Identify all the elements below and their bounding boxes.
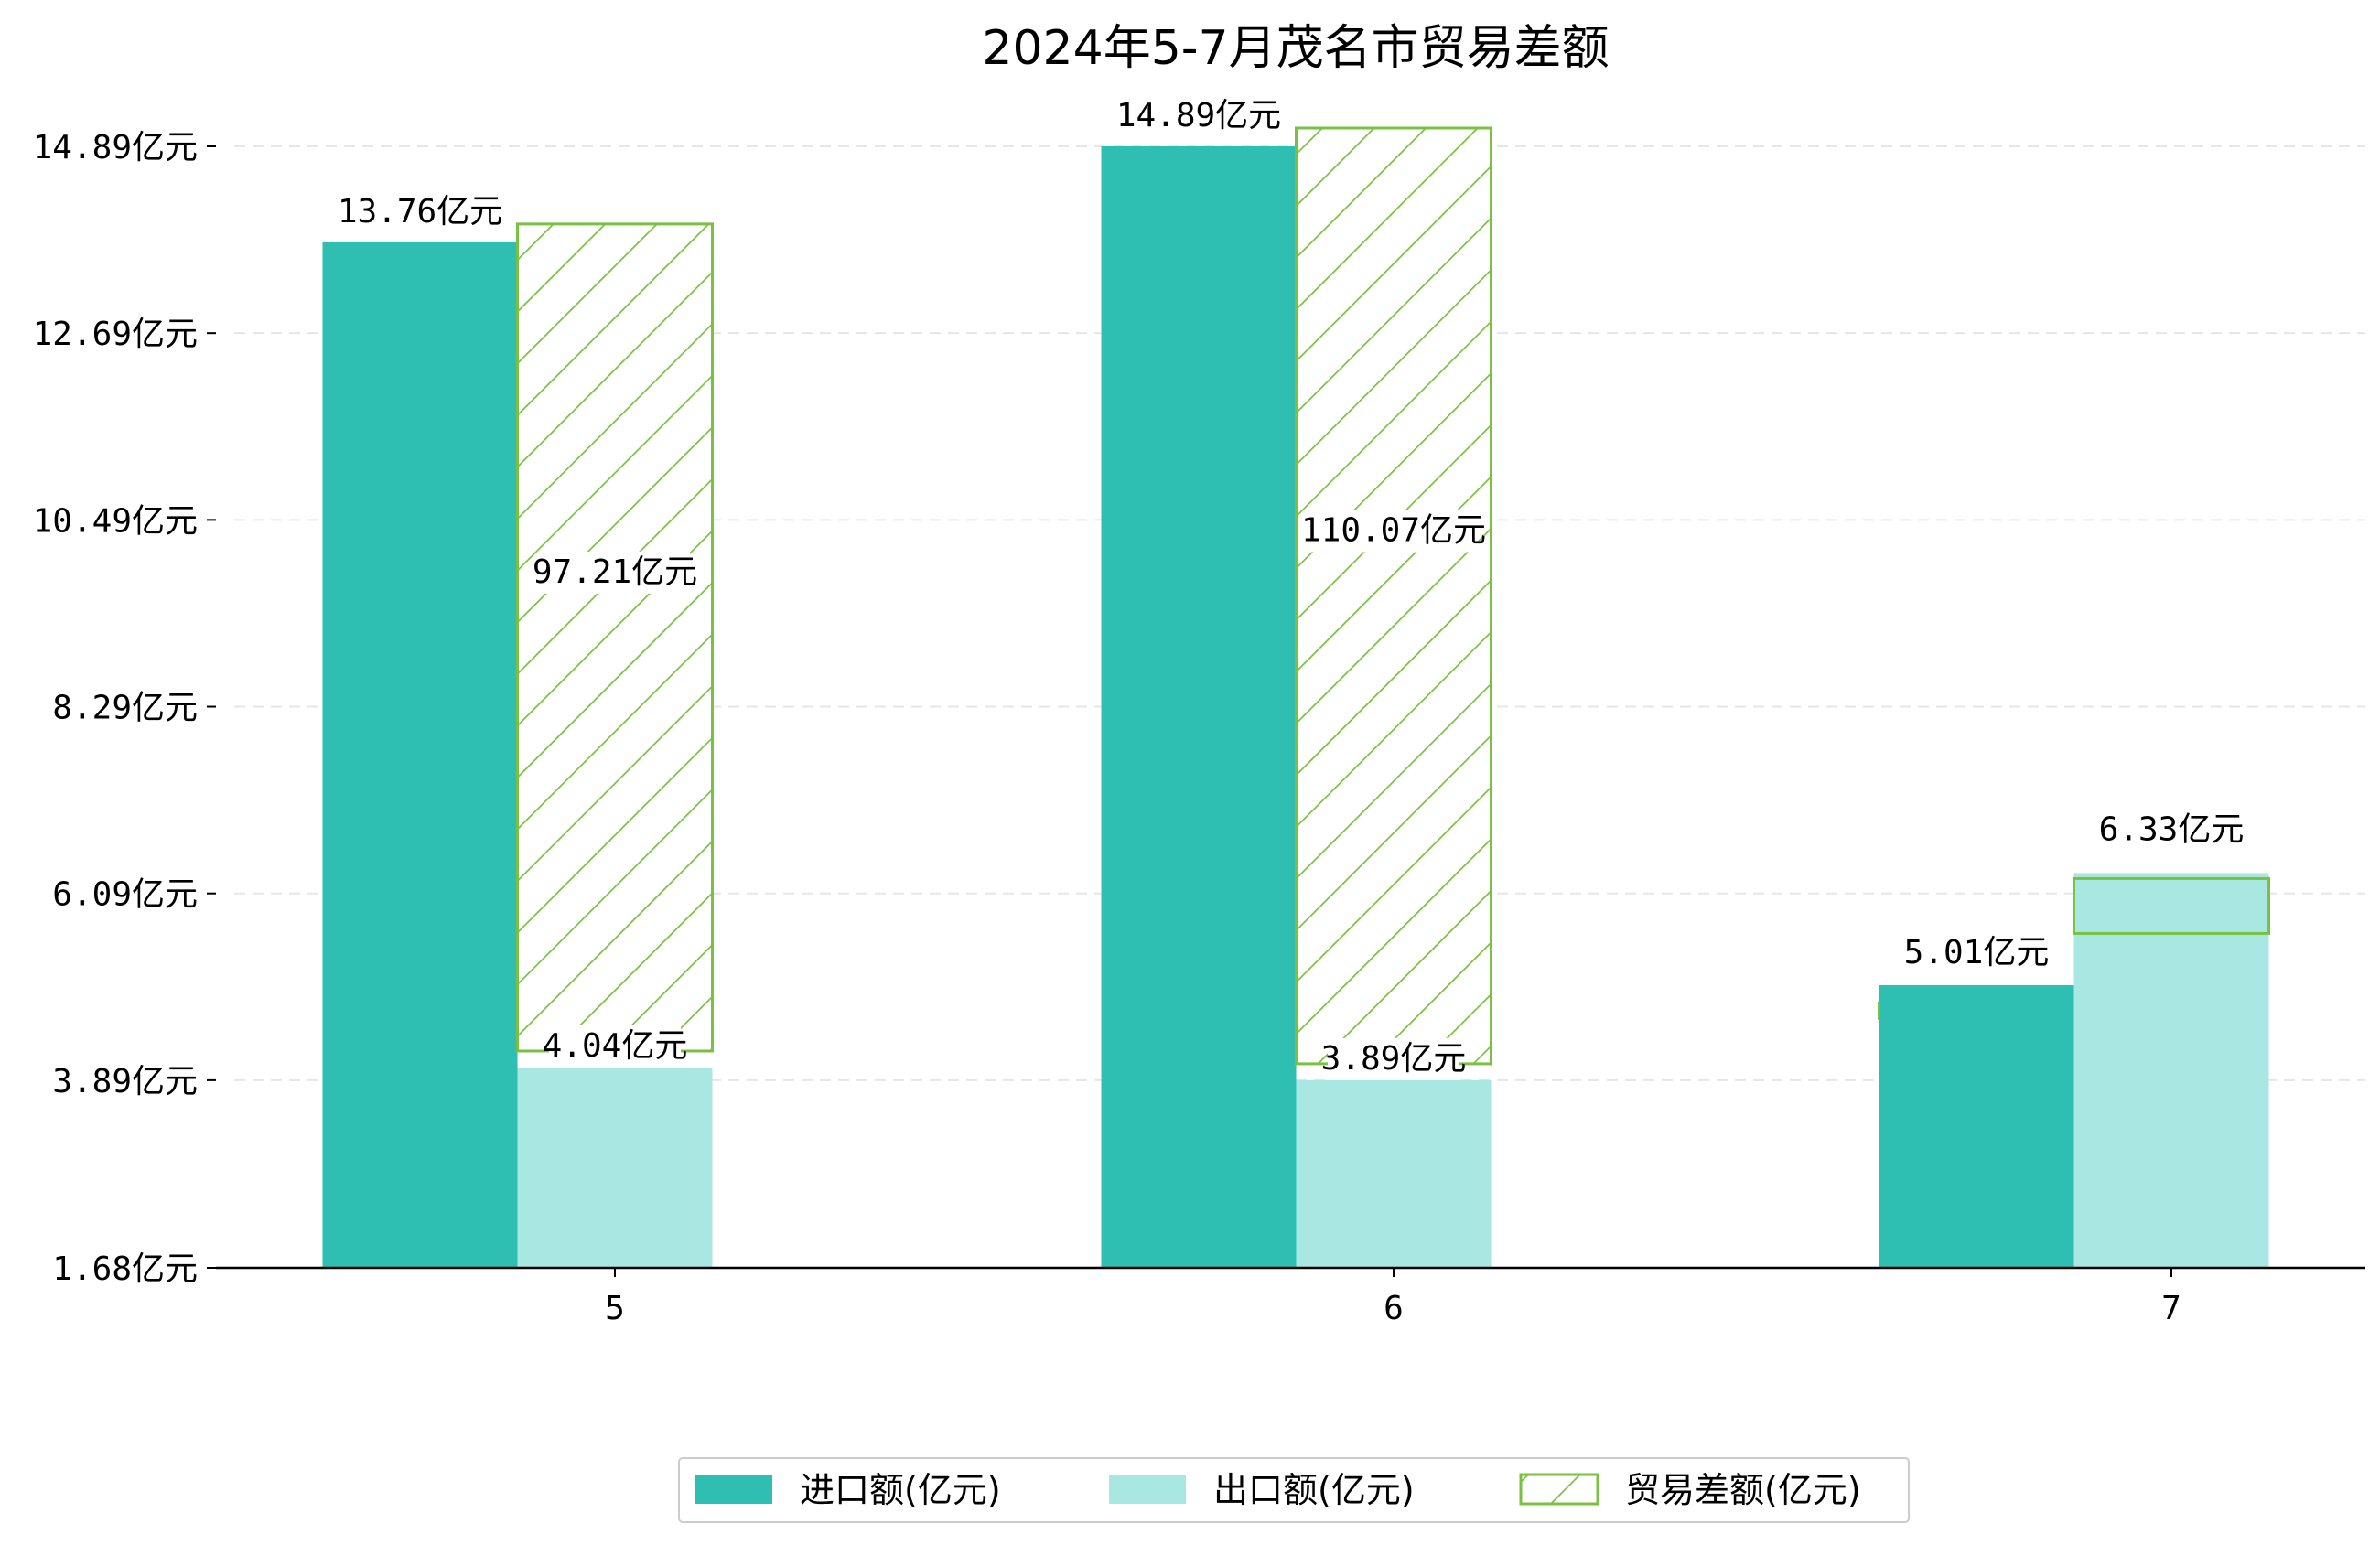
x-tick-label: 5 bbox=[605, 1290, 625, 1327]
data-label-import: 13.76亿元 bbox=[338, 193, 502, 231]
legend: 进口额(亿元) 出口额(亿元) 贸易差额(亿元) bbox=[678, 1457, 1910, 1523]
data-label-trade-balance-bg bbox=[1309, 510, 1478, 553]
data-label-import: 5.01亿元 bbox=[1904, 934, 2050, 971]
y-tick-label: 1.68亿元 bbox=[52, 1250, 198, 1288]
legend-item-import-swatch bbox=[695, 1475, 772, 1504]
y-tick-label: 6.09亿元 bbox=[52, 876, 198, 914]
bar-import bbox=[1101, 146, 1297, 1268]
y-tick-label: 14.89亿元 bbox=[33, 129, 198, 166]
bar-trade-balance bbox=[516, 222, 714, 1053]
data-label-export: 4.04亿元 bbox=[543, 1027, 688, 1065]
data-label-trade-balance-bg bbox=[540, 551, 690, 594]
data-label-trade-balance: 97.21亿元 bbox=[533, 553, 697, 591]
bar-import bbox=[1879, 984, 2074, 1268]
y-tick-label: 3.89亿元 bbox=[52, 1063, 198, 1100]
bar-export bbox=[2073, 873, 2269, 1268]
data-label-import: 14.89亿元 bbox=[1116, 97, 1281, 134]
x-tick-label: 7 bbox=[2161, 1290, 2181, 1327]
legend-item-trade-balance-label: 贸易差额(亿元) bbox=[1625, 1470, 1861, 1510]
data-label-export: 3.89亿元 bbox=[1321, 1040, 1467, 1078]
bar-import bbox=[322, 241, 518, 1269]
axes: 1.68亿元 3.89亿元 6.09亿元 8.29亿元 10.49亿元 12.69亿元 14… bbox=[33, 129, 2365, 1327]
bar-export bbox=[517, 1067, 713, 1268]
legend-item-import-label: 进口额(亿元) bbox=[800, 1470, 1001, 1510]
bar-trade-balance bbox=[1295, 126, 1492, 1066]
data-label-export-bg bbox=[1328, 1037, 1459, 1080]
legend-item-export-label: 出口额(亿元) bbox=[1213, 1470, 1415, 1510]
legend-box bbox=[678, 1457, 1910, 1523]
y-tick-label: 12.69亿元 bbox=[33, 316, 198, 353]
y-tick-label: 8.29亿元 bbox=[52, 690, 198, 727]
x-tick-label: 6 bbox=[1384, 1290, 1404, 1327]
data-label-import-bg bbox=[1911, 931, 2042, 974]
bar-trade-balance bbox=[2073, 876, 2270, 935]
data-label-export-bg bbox=[549, 1025, 681, 1068]
bar-export bbox=[1296, 1079, 1492, 1268]
data-label-trade-balance-bg bbox=[2105, 809, 2237, 852]
legend-item-trade-balance-swatch bbox=[1519, 1473, 1599, 1506]
data-label-trade-balance: 6.33亿元 bbox=[2099, 810, 2245, 848]
chart-title: 2024年5-7月茂名市贸易差额 bbox=[982, 21, 1609, 76]
y-tick-label: 10.49亿元 bbox=[33, 502, 198, 540]
data-label-import-bg bbox=[345, 190, 495, 233]
data-labels: 13.76亿元 97.21亿元 4.04亿元 14.89亿元 110.07亿元 3.89亿… bbox=[338, 95, 2245, 1080]
bars bbox=[322, 126, 2270, 1269]
legend-item-export-swatch bbox=[1109, 1475, 1186, 1504]
data-label-trade-balance: 110.07亿元 bbox=[1301, 511, 1486, 549]
data-label-import-bg bbox=[1124, 95, 1274, 137]
